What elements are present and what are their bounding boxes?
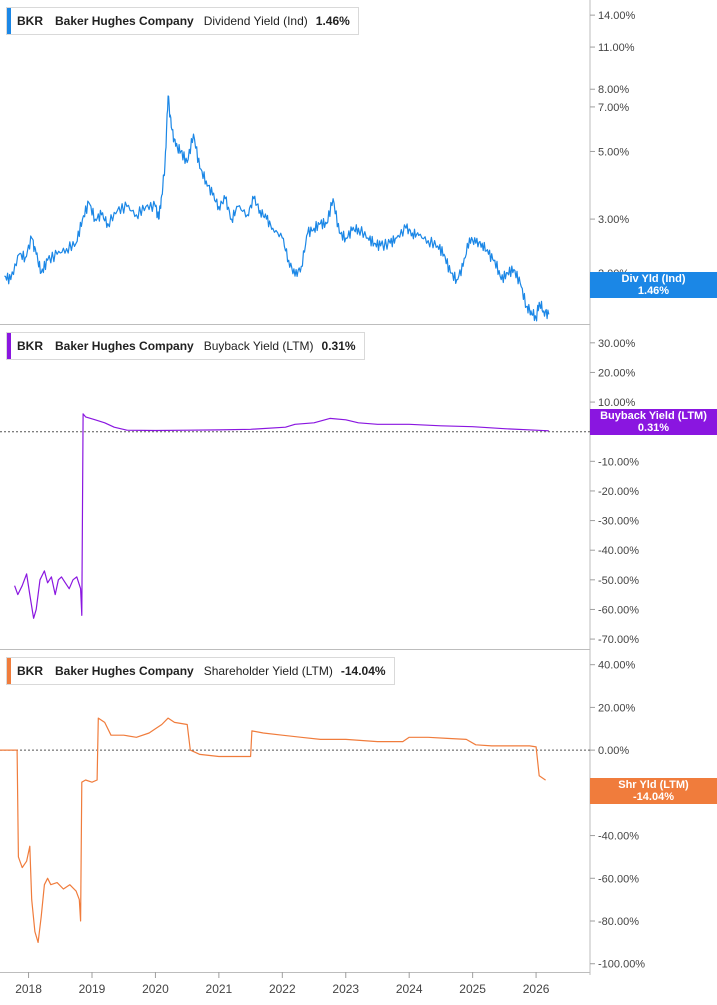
legend-company: Baker Hughes Company [55, 664, 194, 678]
legend-company: Baker Hughes Company [55, 339, 194, 353]
legend-value: -14.04% [340, 664, 386, 678]
y-tick-label: -10.00% [598, 456, 639, 468]
legend-color-swatch [7, 333, 11, 359]
value-tag-dividend-yield: Div Yld (Ind) 1.46% [590, 272, 717, 298]
series-line [4, 95, 550, 322]
y-tick-label: 3.00% [598, 214, 629, 226]
legend-dividend-yield: BKR Baker Hughes Company Dividend Yield … [6, 7, 359, 35]
y-tick-label: 0.00% [598, 745, 629, 757]
value-tag-label: Div Yld (Ind) [621, 273, 686, 285]
y-tick-label: -60.00% [598, 873, 639, 885]
legend-color-swatch [7, 8, 11, 34]
y-tick-label: 40.00% [598, 660, 636, 672]
y-tick-label: -60.00% [598, 604, 639, 616]
y-tick-label: 30.00% [598, 338, 636, 350]
y-tick-label: -50.00% [598, 575, 639, 587]
x-tick-label: 2020 [142, 982, 169, 996]
value-tag-value: 0.31% [637, 422, 670, 434]
y-tick-label: -40.00% [598, 831, 639, 843]
legend-metric: Dividend Yield (Ind) [203, 14, 308, 28]
legend-buyback-yield: BKR Baker Hughes Company Buyback Yield (… [6, 332, 365, 360]
y-tick-label: -20.00% [598, 486, 639, 498]
y-tick-label: 10.00% [598, 397, 636, 409]
value-tag-shareholder-yield: Shr Yld (LTM) -14.04% [590, 778, 717, 804]
legend-value: 0.31% [321, 339, 356, 353]
legend-company: Baker Hughes Company [55, 14, 194, 28]
y-tick-label: 14.00% [598, 10, 636, 22]
value-tag-value: -14.04% [633, 791, 674, 803]
y-tick-label: 11.00% [598, 42, 635, 54]
x-tick-label: 2024 [396, 982, 423, 996]
legend-color-swatch [7, 658, 11, 684]
x-tick-label: 2026 [523, 982, 550, 996]
legend-metric: Shareholder Yield (LTM) [203, 664, 333, 678]
x-tick-label: 2018 [15, 982, 42, 996]
legend-shareholder-yield: BKR Baker Hughes Company Shareholder Yie… [6, 657, 395, 685]
value-tag-label: Shr Yld (LTM) [618, 779, 689, 791]
value-tag-label: Buyback Yield (LTM) [600, 410, 707, 422]
y-tick-label: -70.00% [598, 634, 639, 646]
value-tag-value: 1.46% [637, 285, 670, 297]
y-tick-label: -100.00% [598, 959, 645, 971]
value-tag-buyback-yield: Buyback Yield (LTM) 0.31% [590, 409, 717, 435]
x-tick-label: 2025 [459, 982, 486, 996]
y-tick-label: -40.00% [598, 545, 639, 557]
legend-ticker: BKR [17, 664, 43, 678]
x-tick-label: 2022 [269, 982, 296, 996]
y-tick-label: 20.00% [598, 367, 636, 379]
x-tick-label: 2021 [206, 982, 233, 996]
legend-ticker: BKR [17, 339, 43, 353]
legend-value: 1.46% [315, 14, 350, 28]
y-tick-label: -80.00% [598, 916, 639, 928]
legend-metric: Buyback Yield (LTM) [203, 339, 314, 353]
legend-ticker: BKR [17, 14, 43, 28]
x-tick-label: 2019 [79, 982, 106, 996]
series-line [0, 717, 546, 943]
y-tick-label: -30.00% [598, 516, 639, 528]
y-tick-label: 7.00% [598, 102, 629, 114]
series-line [14, 413, 549, 619]
x-tick-label: 2023 [332, 982, 359, 996]
y-tick-label: 20.00% [598, 702, 636, 714]
y-tick-label: 5.00% [598, 146, 629, 158]
y-tick-label: 8.00% [598, 84, 629, 96]
